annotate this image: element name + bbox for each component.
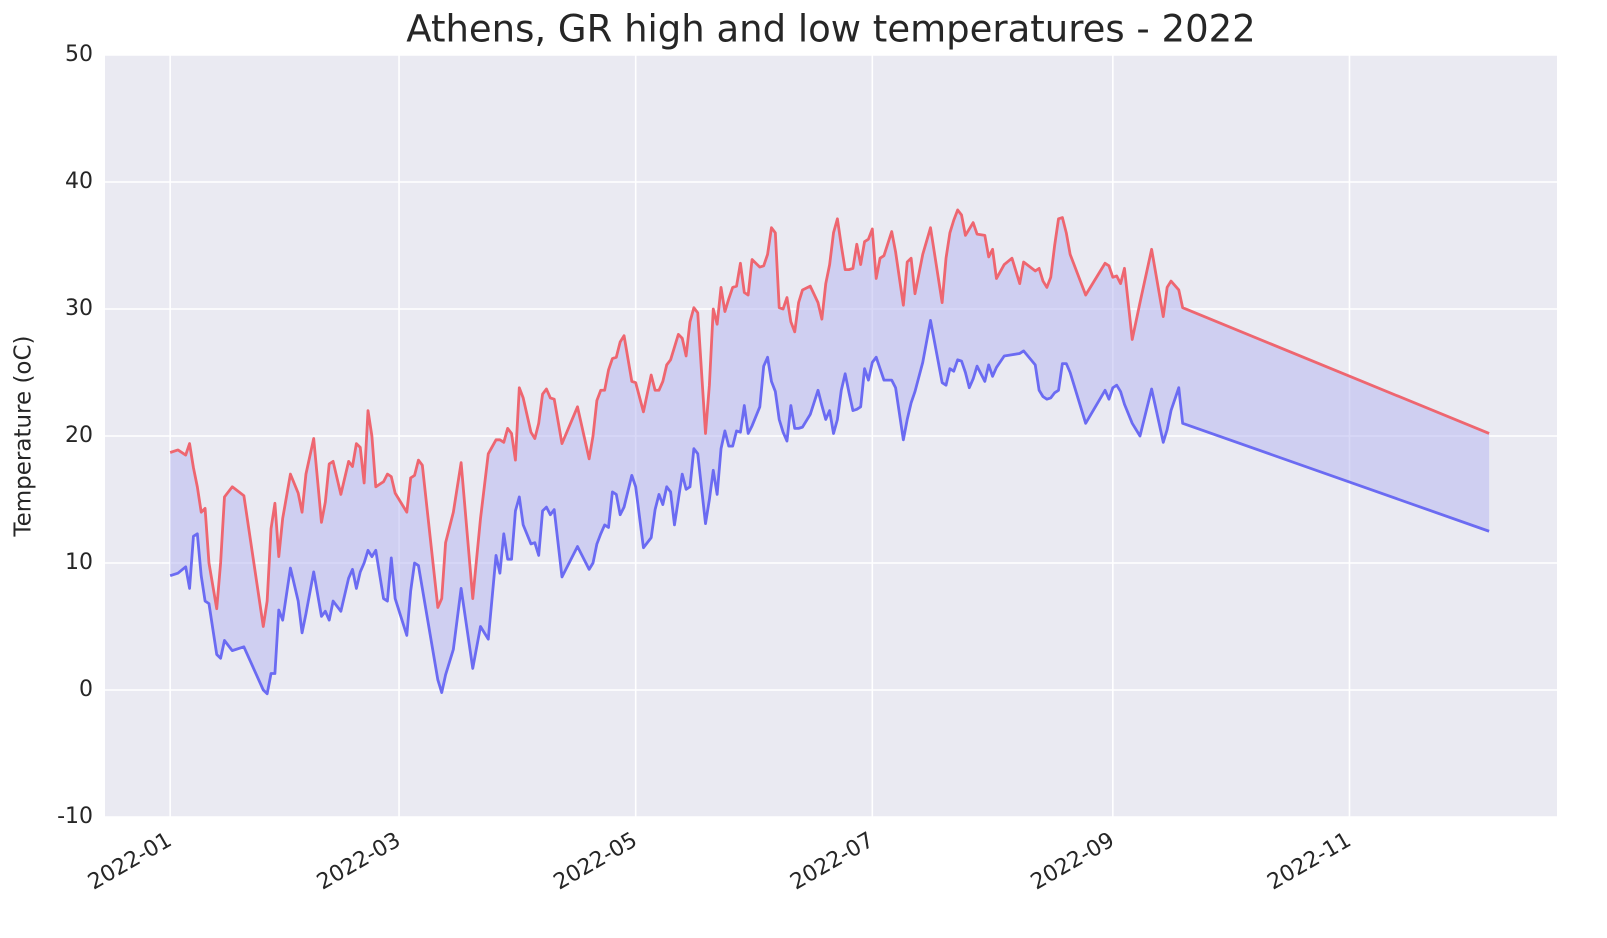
y-tick-label: 40 <box>65 169 93 194</box>
x-tick-label: 2022-07 <box>786 828 878 896</box>
y-axis-label: Temperature (oC) <box>11 335 37 537</box>
x-tick-label: 2022-01 <box>84 828 176 896</box>
series-line <box>169 208 1490 628</box>
series-line <box>169 319 1490 696</box>
chart-title: Athens, GR high and low temperatures - 2… <box>406 8 1255 51</box>
y-tick-label: 10 <box>65 550 93 575</box>
y-tick-label: 30 <box>65 296 93 321</box>
y-tick-label: 0 <box>79 677 93 702</box>
x-tick-label: 2022-09 <box>1027 828 1119 896</box>
x-tick-label: 2022-11 <box>1263 828 1355 896</box>
y-tick-label: -10 <box>57 804 93 829</box>
y-tick-label: 50 <box>65 42 93 67</box>
y-tick-label: 20 <box>65 423 93 448</box>
x-tick-label: 2022-05 <box>550 828 642 896</box>
x-tick-label: 2022-03 <box>313 828 405 896</box>
